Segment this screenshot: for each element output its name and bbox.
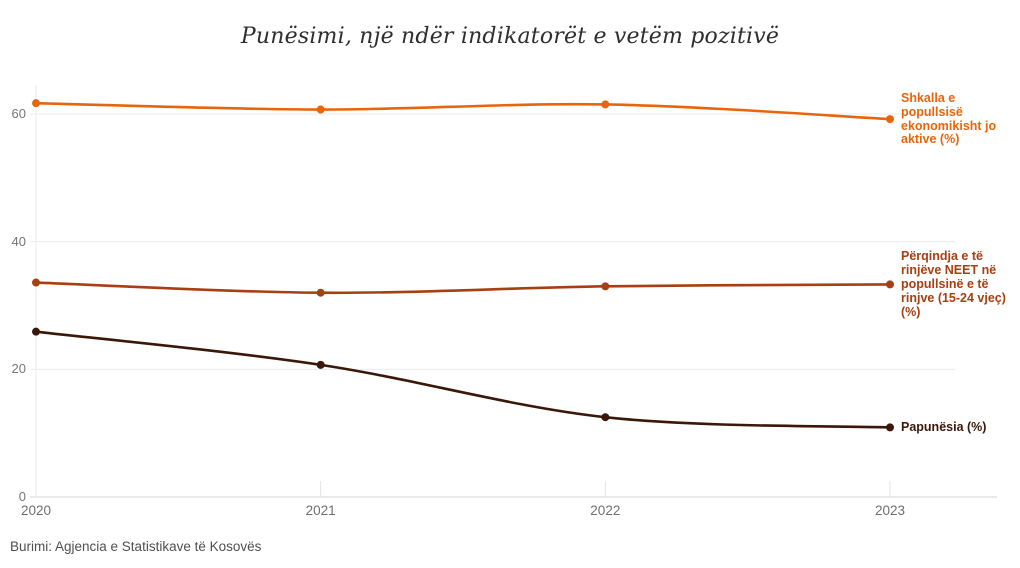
series-line xyxy=(34,281,892,295)
series-point xyxy=(32,327,40,336)
x-axis-tick-label: 2020 xyxy=(20,503,52,518)
series-point xyxy=(601,100,610,109)
series-point xyxy=(601,413,610,422)
y-axis-tick-label: 0 xyxy=(18,489,26,504)
series-point xyxy=(316,105,325,114)
source-note: Burimi: Agjencia e Statistikave të Kosov… xyxy=(10,539,262,554)
series-label: Shkalla e popullsisë ekonomikisht jo akt… xyxy=(901,91,997,147)
series-line xyxy=(34,101,892,121)
y-axis-tick-label: 20 xyxy=(11,361,26,377)
series-point xyxy=(886,115,894,124)
chart-title: Punësimi, një ndër indikatorët e vetëm p… xyxy=(240,24,780,49)
y-axis-tick-label: 40 xyxy=(11,233,26,249)
x-axis-tick-label: 2022 xyxy=(590,503,621,518)
x-axis-tick-label: 2023 xyxy=(874,503,906,518)
series-label: Përqindja e të rinjëve NEET në popullsin… xyxy=(901,249,1006,319)
y-axis-tick-label: 60 xyxy=(11,106,26,121)
series-point xyxy=(32,278,40,287)
series-label: Papunësia (%) xyxy=(901,420,987,435)
series-point xyxy=(886,423,894,432)
series-point xyxy=(32,99,40,108)
series-point xyxy=(886,280,894,289)
x-axis-tick-label: 2021 xyxy=(305,503,336,518)
series-point xyxy=(316,360,325,369)
series-point xyxy=(601,282,610,291)
series-line xyxy=(34,330,892,429)
series-point xyxy=(316,288,325,297)
